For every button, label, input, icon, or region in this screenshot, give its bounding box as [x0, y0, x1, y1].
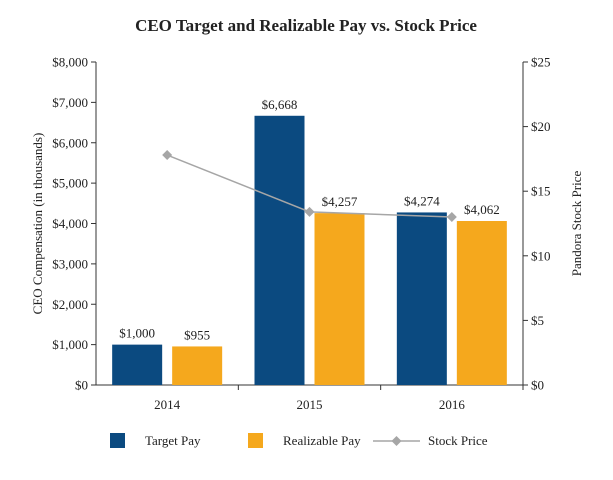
target-pay-bar: [112, 344, 163, 385]
left-tick-label: $1,000: [52, 337, 88, 352]
legend-realizable-pay-label: Realizable Pay: [283, 433, 361, 448]
realizable-pay-bar: [456, 220, 507, 385]
target-pay-data-label: $4,274: [404, 193, 440, 208]
target-pay-bar: [254, 115, 305, 385]
right-tick-label: $15: [531, 184, 551, 199]
stock-price-marker: [446, 212, 457, 223]
y-axis-label: CEO Compensation (in thousands): [30, 133, 45, 315]
realizable-pay-data-label: $4,062: [464, 202, 500, 217]
left-tick-label: $4,000: [52, 216, 88, 231]
stock-price-marker: [162, 150, 173, 161]
stock-price-marker: [304, 206, 315, 217]
right-tick-label: $25: [531, 55, 551, 70]
legend: Target Pay Realizable Pay Stock Price: [110, 433, 488, 448]
target-pay-data-label: $6,668: [262, 97, 298, 112]
realizable-pay-bar: [172, 346, 223, 385]
legend-stock-price-marker: [391, 436, 402, 446]
x-tick-label: 2014: [154, 397, 181, 412]
right-tick-label: $5: [531, 313, 544, 328]
y2-axis-label: Pandora Stock Price: [569, 171, 584, 277]
left-tick-label: $6,000: [52, 135, 88, 150]
left-tick-label: $0: [75, 378, 88, 393]
left-tick-label: $7,000: [52, 95, 88, 110]
right-tick-label: $10: [531, 248, 551, 263]
realizable-pay-bar: [314, 213, 365, 385]
chart-title: CEO Target and Realizable Pay vs. Stock …: [135, 16, 477, 35]
left-tick-label: $3,000: [52, 256, 88, 271]
target-pay-bar: [396, 212, 447, 385]
legend-target-pay-label: Target Pay: [145, 433, 201, 448]
target-pay-data-label: $1,000: [119, 326, 155, 341]
left-tick-label: $5,000: [52, 176, 88, 191]
left-tick-label: $2,000: [52, 297, 88, 312]
left-tick-label: $8,000: [52, 55, 88, 70]
plot-area: $0 $1,000 $2,000 $3,000 $4,000 $5,000 $6,000 $7…: [30, 55, 584, 413]
legend-stock-price-label: Stock Price: [428, 433, 488, 448]
legend-realizable-pay-swatch: [248, 433, 263, 448]
realizable-pay-data-label: $4,257: [322, 194, 358, 209]
legend-target-pay-swatch: [110, 433, 125, 448]
x-tick-label: 2016: [439, 397, 466, 412]
x-tick-label: 2015: [297, 397, 323, 412]
realizable-pay-data-label: $955: [184, 327, 210, 342]
right-tick-label: $0: [531, 378, 544, 393]
right-tick-label: $20: [531, 119, 551, 134]
